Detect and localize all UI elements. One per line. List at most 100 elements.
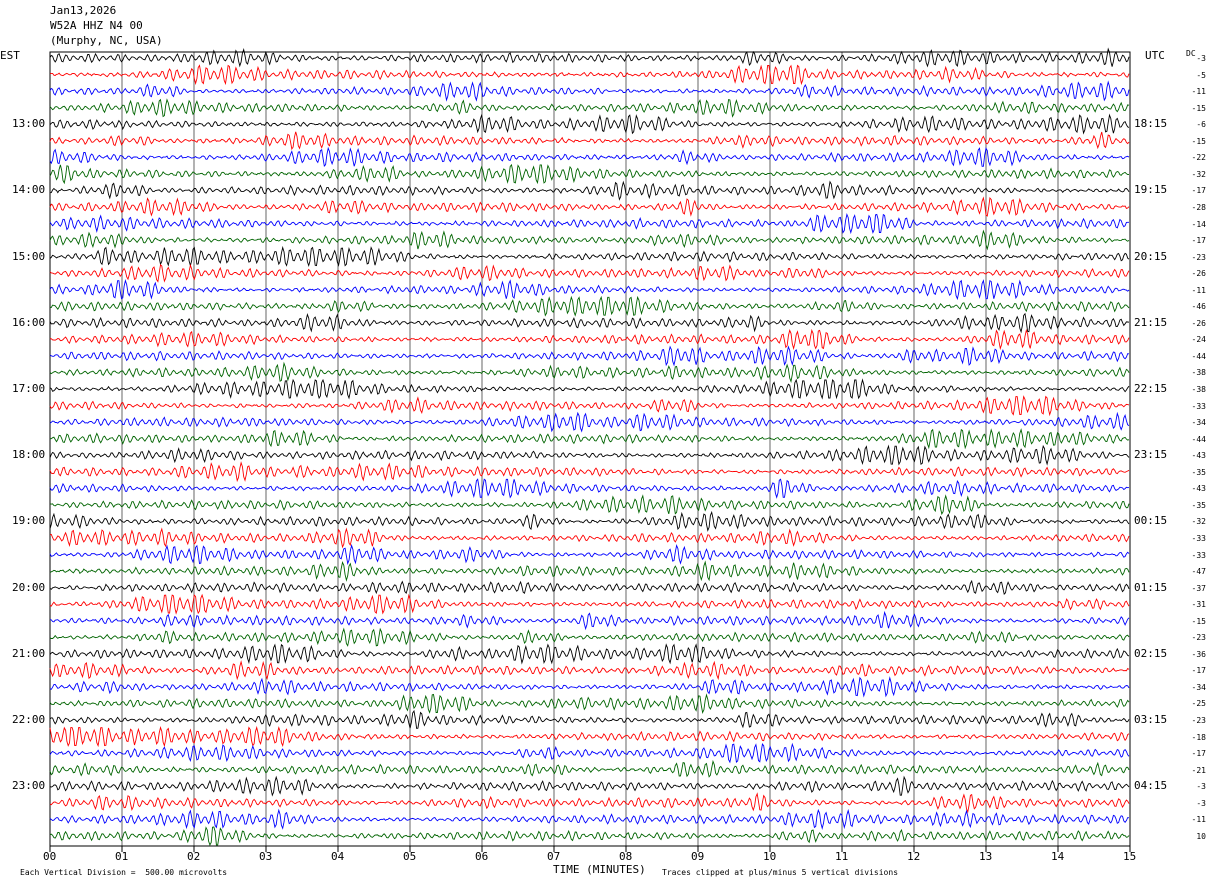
left-time-label: 15:00 <box>12 249 46 263</box>
dc-label: DC <box>1186 49 1196 58</box>
left-axis-title: EST <box>0 49 20 62</box>
dc-offset-label: -18 <box>1191 732 1206 742</box>
dc-offset-label: -26 <box>1191 318 1206 328</box>
trace-14 <box>49 263 1130 283</box>
trace-13 <box>49 245 1130 268</box>
trace-42 <box>49 725 1130 748</box>
trace-41 <box>49 709 1130 729</box>
trace-6 <box>49 131 1130 151</box>
left-time-label: 22:00 <box>12 713 46 726</box>
left-time-label: 13:00 <box>12 117 46 131</box>
dc-offset-label: -11 <box>1191 285 1206 295</box>
trace-34 <box>49 593 1130 615</box>
trace-8 <box>49 163 1130 185</box>
trace-23 <box>49 411 1130 433</box>
left-time-label: 21:00 <box>12 646 46 660</box>
dc-offset-label: -26 <box>1191 269 1206 279</box>
trace-2 <box>49 64 1130 86</box>
right-time-label: 22:15 <box>1134 382 1168 395</box>
dc-offset-label: -36 <box>1191 649 1206 659</box>
dc-offset-label: 10 <box>1196 831 1206 841</box>
dc-offset-label: -15 <box>1191 616 1206 626</box>
trace-31 <box>49 543 1130 566</box>
trace-44 <box>49 759 1130 778</box>
x-tick-label: 06 <box>475 850 489 863</box>
trace-39 <box>49 676 1130 698</box>
trace-9 <box>49 180 1130 201</box>
dc-offset-label: -14 <box>1191 219 1206 229</box>
trace-32 <box>49 560 1130 582</box>
x-tick-label: 00 <box>43 850 57 863</box>
header-date: Jan13,2026 <box>50 4 117 17</box>
dc-offset-label: -11 <box>1191 87 1206 97</box>
left-time-label: 19:00 <box>12 514 46 528</box>
x-tick-label: 05 <box>403 850 417 863</box>
x-tick-label: 13 <box>979 850 993 863</box>
trace-35 <box>49 610 1130 631</box>
right-time-label: 04:15 <box>1134 779 1168 793</box>
dc-offset-label: -32 <box>1191 517 1206 527</box>
trace-30 <box>49 527 1130 549</box>
x-tick-label: 12 <box>907 850 921 863</box>
x-tick-label: 08 <box>619 850 633 863</box>
trace-19 <box>49 345 1130 367</box>
trace-5 <box>49 113 1130 135</box>
trace-28 <box>49 494 1130 516</box>
right-time-label: 00:15 <box>1134 514 1168 528</box>
dc-offset-label: -6 <box>1196 120 1206 130</box>
dc-offset-label: -35 <box>1191 500 1206 510</box>
right-time-label: 03:15 <box>1134 713 1168 726</box>
dc-offset-label: -43 <box>1191 451 1206 461</box>
left-time-label: 18:00 <box>12 448 46 462</box>
dc-offset-label: -37 <box>1191 583 1206 593</box>
footer-left: Each Vertical Division = 500.00 microvol… <box>20 868 228 877</box>
x-tick-label: 15 <box>1123 850 1137 863</box>
x-axis-label: TIME (MINUTES) <box>553 863 646 876</box>
trace-12 <box>49 229 1130 251</box>
footer-right: Traces clipped at plus/minus 5 vertical … <box>662 868 899 877</box>
dc-offset-label: -15 <box>1191 136 1206 146</box>
right-time-label: 21:15 <box>1134 315 1168 329</box>
right-time-label: 19:15 <box>1134 183 1168 197</box>
trace-48 <box>49 826 1130 847</box>
right-time-label: 20:15 <box>1134 249 1168 263</box>
left-time-label: 17:00 <box>12 382 46 395</box>
dc-offset-label: -44 <box>1191 351 1206 361</box>
x-tick-label: 03 <box>259 850 273 863</box>
trace-25 <box>49 444 1130 466</box>
x-tick-label: 04 <box>331 850 345 863</box>
trace-15 <box>49 279 1130 301</box>
trace-11 <box>49 213 1129 235</box>
dc-offset-label: -22 <box>1191 153 1206 163</box>
x-tick-label: 02 <box>187 850 201 863</box>
dc-offset-label: -3 <box>1196 54 1206 63</box>
dc-offset-label: -3 <box>1196 798 1206 808</box>
dc-offset-label: -25 <box>1191 699 1206 709</box>
trace-29 <box>49 510 1130 532</box>
dc-offset-label: -23 <box>1191 252 1206 262</box>
dc-offset-label: -35 <box>1191 467 1206 477</box>
trace-38 <box>49 660 1130 681</box>
left-time-label: 20:00 <box>12 580 46 594</box>
dc-offset-label: -15 <box>1191 103 1206 113</box>
dc-offset-label: -46 <box>1191 302 1206 312</box>
dc-offset-label: -3 <box>1196 782 1206 792</box>
dc-offset-label: -23 <box>1191 716 1206 725</box>
dc-offset-label: -33 <box>1191 550 1206 560</box>
trace-18 <box>49 328 1130 351</box>
trace-7 <box>49 146 1130 167</box>
trace-3 <box>49 80 1130 102</box>
dc-offset-label: -21 <box>1191 765 1206 775</box>
trace-21 <box>49 378 1130 400</box>
right-time-label: 18:15 <box>1134 117 1168 131</box>
trace-20 <box>49 361 1130 384</box>
header-location: (Murphy, NC, USA) <box>50 34 163 47</box>
trace-46 <box>49 792 1130 814</box>
left-time-label: 14:00 <box>12 183 46 197</box>
trace-45 <box>49 775 1130 797</box>
plot-frame <box>49 51 1131 847</box>
dc-offset-label: -33 <box>1191 401 1206 411</box>
x-tick-label: 14 <box>1051 850 1065 863</box>
trace-37 <box>49 643 1130 665</box>
